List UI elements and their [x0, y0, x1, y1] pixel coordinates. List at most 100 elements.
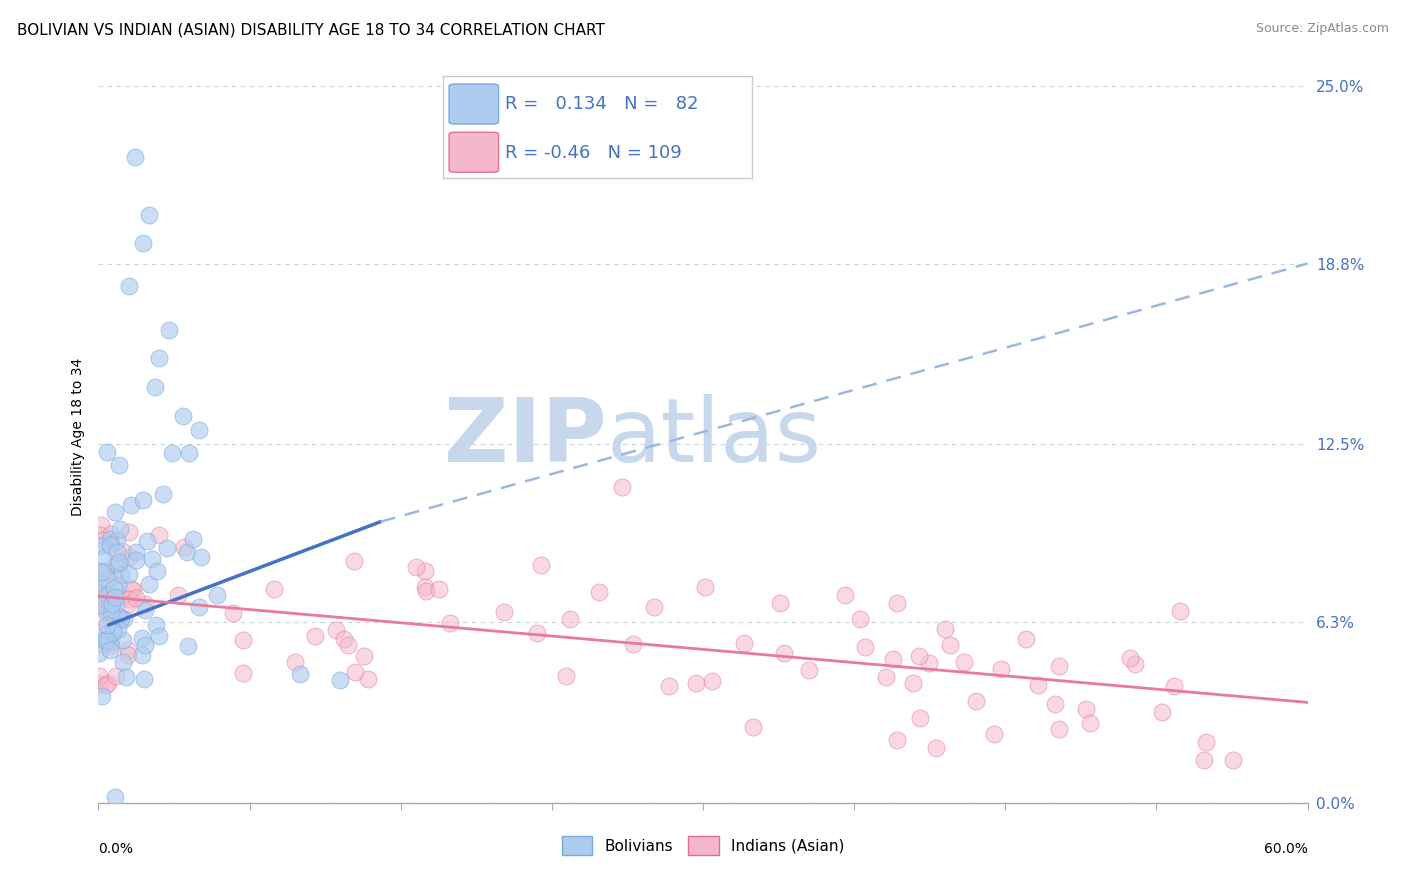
Point — [112, 655, 135, 669]
Point — [1168, 604, 1191, 618]
Point — [733, 636, 755, 650]
Point — [100, 612, 122, 626]
Point — [143, 380, 166, 394]
Point — [558, 612, 581, 626]
Point — [1118, 651, 1140, 665]
Point — [98, 538, 121, 552]
Point — [94, 632, 117, 646]
Point — [105, 533, 128, 547]
Y-axis label: Disability Age 18 to 34: Disability Age 18 to 34 — [70, 358, 84, 516]
Point — [98, 533, 121, 547]
Point — [125, 591, 148, 605]
Point — [134, 597, 156, 611]
Point — [700, 673, 723, 688]
Point — [685, 676, 707, 690]
Point — [89, 646, 111, 660]
Point — [104, 669, 127, 683]
Point — [134, 638, 156, 652]
Point — [1076, 701, 1098, 715]
Point — [101, 623, 124, 637]
Point — [96, 605, 118, 619]
Point — [173, 540, 195, 554]
Point — [1152, 705, 1174, 719]
Point — [97, 675, 120, 690]
Point — [93, 592, 115, 607]
Point — [156, 541, 179, 555]
Point — [643, 599, 665, 614]
Point — [108, 555, 131, 569]
Point — [103, 581, 125, 595]
Point — [115, 670, 138, 684]
Point — [333, 632, 356, 646]
Point — [934, 622, 956, 636]
Point — [104, 598, 127, 612]
Point — [93, 637, 115, 651]
FancyBboxPatch shape — [449, 84, 499, 124]
Point — [120, 582, 142, 597]
Legend: Bolivians, Indians (Asian): Bolivians, Indians (Asian) — [555, 830, 851, 861]
Point — [939, 638, 962, 652]
Point — [1163, 679, 1185, 693]
Point — [89, 564, 111, 578]
Point — [588, 585, 610, 599]
Point — [908, 711, 931, 725]
Point — [953, 655, 976, 669]
Point — [125, 545, 148, 559]
Text: 0.0%: 0.0% — [98, 842, 134, 855]
Point — [177, 639, 200, 653]
Point — [125, 552, 148, 566]
Point — [93, 628, 115, 642]
Point — [886, 733, 908, 747]
Point — [96, 444, 118, 458]
Text: Source: ZipAtlas.com: Source: ZipAtlas.com — [1256, 22, 1389, 36]
Point — [190, 549, 212, 564]
Point — [413, 565, 436, 579]
Point — [104, 591, 127, 605]
Point — [90, 689, 112, 703]
Point — [918, 657, 941, 671]
Point — [925, 740, 948, 755]
Point — [344, 665, 367, 679]
Point — [100, 527, 122, 541]
Point — [329, 673, 352, 688]
Point — [138, 208, 160, 222]
Point — [98, 643, 121, 657]
Point — [965, 693, 987, 707]
Point — [141, 551, 163, 566]
Point — [1123, 657, 1146, 672]
Point — [1194, 735, 1216, 749]
Point — [107, 578, 129, 592]
Point — [176, 545, 198, 559]
Point — [356, 672, 378, 686]
Point — [94, 678, 117, 692]
Point — [110, 567, 132, 582]
Point — [741, 720, 763, 734]
Point — [90, 585, 112, 599]
Point — [415, 580, 437, 594]
Point — [118, 567, 141, 582]
Point — [882, 652, 904, 666]
Point — [907, 648, 929, 663]
Point — [658, 679, 681, 693]
Point — [98, 635, 121, 649]
Point — [90, 517, 112, 532]
Point — [120, 498, 142, 512]
Point — [107, 609, 129, 624]
Point — [172, 409, 194, 423]
Point — [103, 569, 125, 583]
Point — [901, 676, 924, 690]
Text: 60.0%: 60.0% — [1264, 842, 1308, 855]
Point — [797, 663, 820, 677]
Point — [693, 580, 716, 594]
Point — [415, 584, 437, 599]
Point — [1015, 632, 1038, 647]
Point — [1222, 753, 1244, 767]
Point — [134, 672, 156, 686]
Point — [115, 598, 138, 612]
Point — [87, 669, 110, 683]
Point — [118, 279, 141, 293]
Point — [131, 493, 153, 508]
Point — [100, 605, 122, 619]
Point — [773, 646, 796, 660]
Point — [96, 588, 118, 602]
